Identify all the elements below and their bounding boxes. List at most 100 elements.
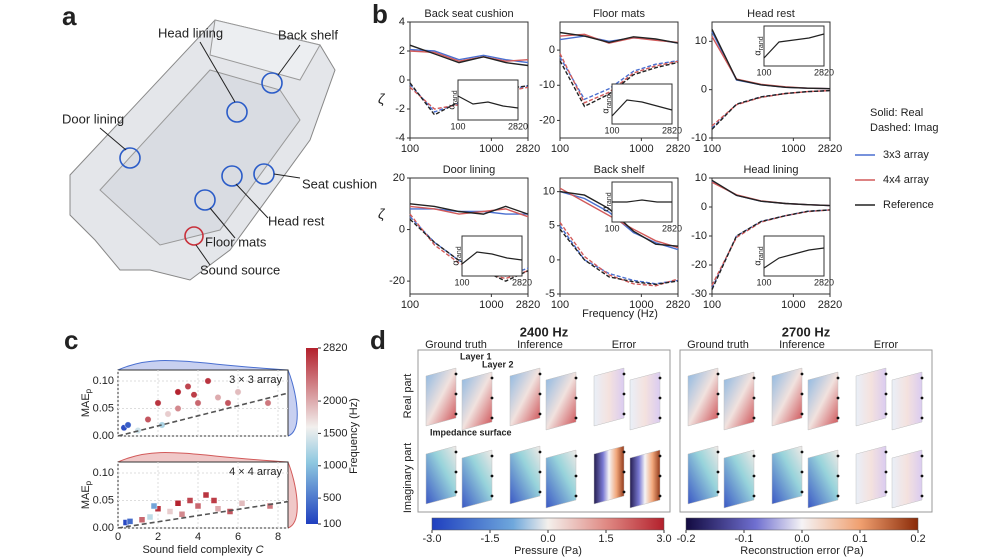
inset-curve [763,247,825,269]
subplot-title: Head rest [747,8,795,20]
sensor [716,392,720,396]
sensor [884,412,888,416]
trend-line [117,500,289,529]
colorbar-tick-label: 1.5 [598,533,613,545]
sensor [836,454,840,458]
annotation: 3 × 3 array [229,374,282,386]
colorbar-tick-label: 500 [323,492,341,504]
colorbar-tick-label: 1500 [323,427,347,439]
part-label: Seat cushion [302,176,377,191]
colorbar-tick-label: 1000 [323,460,347,472]
x-tick-label: 2820 [516,143,540,155]
colorbar-label: Pressure (Pa) [514,545,582,557]
leader [235,183,269,219]
colorbar-label: Reconstruction error (Pa) [740,545,864,557]
y-tick-label: 0 [701,84,707,96]
sensor [574,416,578,420]
inset-ylabel-sub: rand [452,90,459,104]
y-axis-label: ζ [378,206,386,222]
curve [711,179,831,207]
sensor [454,372,458,376]
point [190,391,198,399]
inset-ylabel-sub: rand [606,94,613,108]
sensor [658,454,662,458]
sensor [490,396,494,400]
sensor [800,470,804,474]
y-tick-label: 0.10 [93,467,114,479]
subplot-title: Floor mats [593,8,645,20]
point [146,513,154,521]
y-tick-label: 20 [393,172,405,184]
x-axis-label-var: C [256,544,264,556]
colorbar-tick-label: -1.5 [481,533,500,545]
x-tick-label: 1000 [629,143,653,155]
trend-line [117,392,289,437]
y-tick-label: -10 [691,230,707,242]
field-layer [545,449,577,509]
field-layer [629,371,661,431]
sensor [836,376,840,380]
sensor [538,450,542,454]
y-tick-label: -20 [389,275,405,287]
subplot-title: Back seat cushion [424,8,513,20]
x-tick-label: 100 [551,143,569,155]
colorbar-tick-label: 2820 [323,342,347,354]
sensor [884,372,888,376]
x-tick-label: 4 [195,531,201,543]
axes-frame [409,177,529,295]
legend-label: 3x3 array [883,149,929,161]
part-label: Back shelf [278,27,338,42]
point [154,399,162,407]
point [150,502,158,510]
inset-ylabel: αrand [446,90,458,109]
marginal [117,452,289,463]
curve [559,53,679,104]
y-tick-label: 0 [399,74,405,86]
sensor [538,470,542,474]
leader [195,244,211,266]
curve [711,28,831,90]
inset-tick-label: 2820 [814,67,834,77]
y-tick-label: -4 [395,132,405,144]
map-annotation: Layer 2 [482,359,514,369]
y-tick-label: 0 [701,201,707,213]
point [174,388,182,396]
field-layer [629,449,661,509]
column-header: Error [612,339,637,351]
point [144,416,152,423]
sensor [716,450,720,454]
x-tick-label: 2820 [516,299,540,311]
x-tick-label: 1000 [479,143,503,155]
inset-ylabel: αrand [600,192,612,211]
y-tick-label: 0.00 [93,522,114,534]
sensor [574,494,578,498]
curve [711,209,831,290]
annotation: 4 × 4 array [229,466,282,478]
sensor [920,396,924,400]
inset-frame [461,235,523,277]
x-tick-label: 0 [115,531,121,543]
sensor [836,396,840,400]
point [194,399,202,407]
column-header: Inference [517,339,563,351]
inset-tick-label: 2820 [662,125,682,135]
sensor [454,470,458,474]
sensor [920,454,924,458]
point [226,508,234,515]
x-tick-label: 1000 [781,143,805,155]
marker [226,101,248,123]
sensor [490,494,494,498]
inset-curve [457,95,519,109]
sensor [574,396,578,400]
sensor [574,454,578,458]
colorbar-tick-label: -0.1 [735,533,754,545]
sensor [884,392,888,396]
row-label: Real part [402,374,414,419]
colorbar-tick-label: -0.2 [677,533,696,545]
sensor [658,494,662,498]
part-label: Door lining [62,111,124,126]
inset-tick-label: 2820 [662,223,682,233]
y-tick-label: -2 [395,103,405,115]
field-layer [855,367,887,427]
x-tick-label: 1000 [479,299,503,311]
